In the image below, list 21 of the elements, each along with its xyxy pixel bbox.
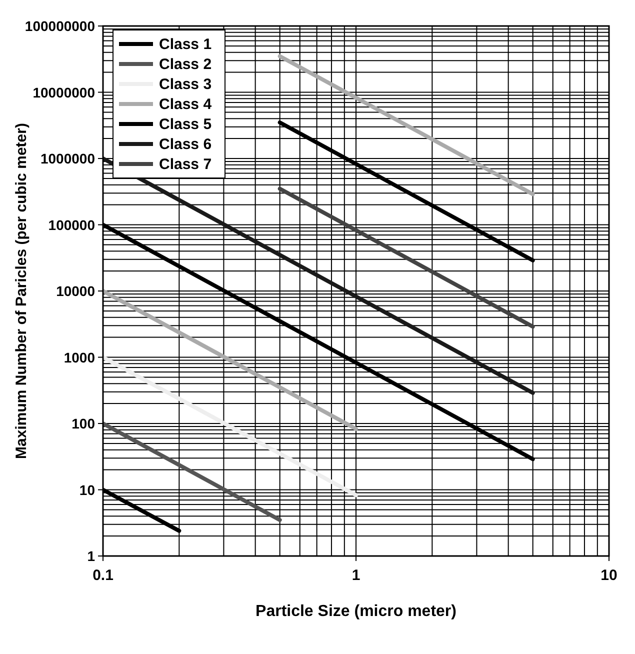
y-tick-label: 10000000 [32, 84, 96, 100]
legend-label: Class 5 [159, 116, 212, 133]
y-tick-label: 100000 [48, 216, 96, 233]
legend-label: Class 7 [159, 156, 212, 173]
legend-label: Class 3 [159, 76, 212, 93]
legend-label: Class 2 [159, 56, 212, 73]
legend-label: Class 6 [159, 136, 212, 153]
y-tick-label: 1000000 [40, 150, 96, 166]
x-axis-title: Particle Size (micro meter) [256, 603, 456, 620]
legend-label: Class 1 [159, 36, 212, 53]
y-tick-label: 100 [72, 416, 96, 432]
y-tick-label: 100000000 [24, 18, 96, 34]
y-tick-label: 1 [87, 548, 96, 564]
y-tick-label: 1000 [64, 349, 96, 366]
y-axis-title: Maximum Number of Paricles (per cubic meter) [13, 123, 30, 459]
x-tick-label: 0.1 [92, 567, 114, 584]
x-tick-label: 10 [600, 567, 618, 584]
x-tick-label: 1 [352, 567, 360, 584]
y-tick-label: 10000 [56, 283, 96, 299]
legend-label: Class 4 [159, 96, 212, 113]
y-tick-label: 10 [79, 482, 96, 498]
